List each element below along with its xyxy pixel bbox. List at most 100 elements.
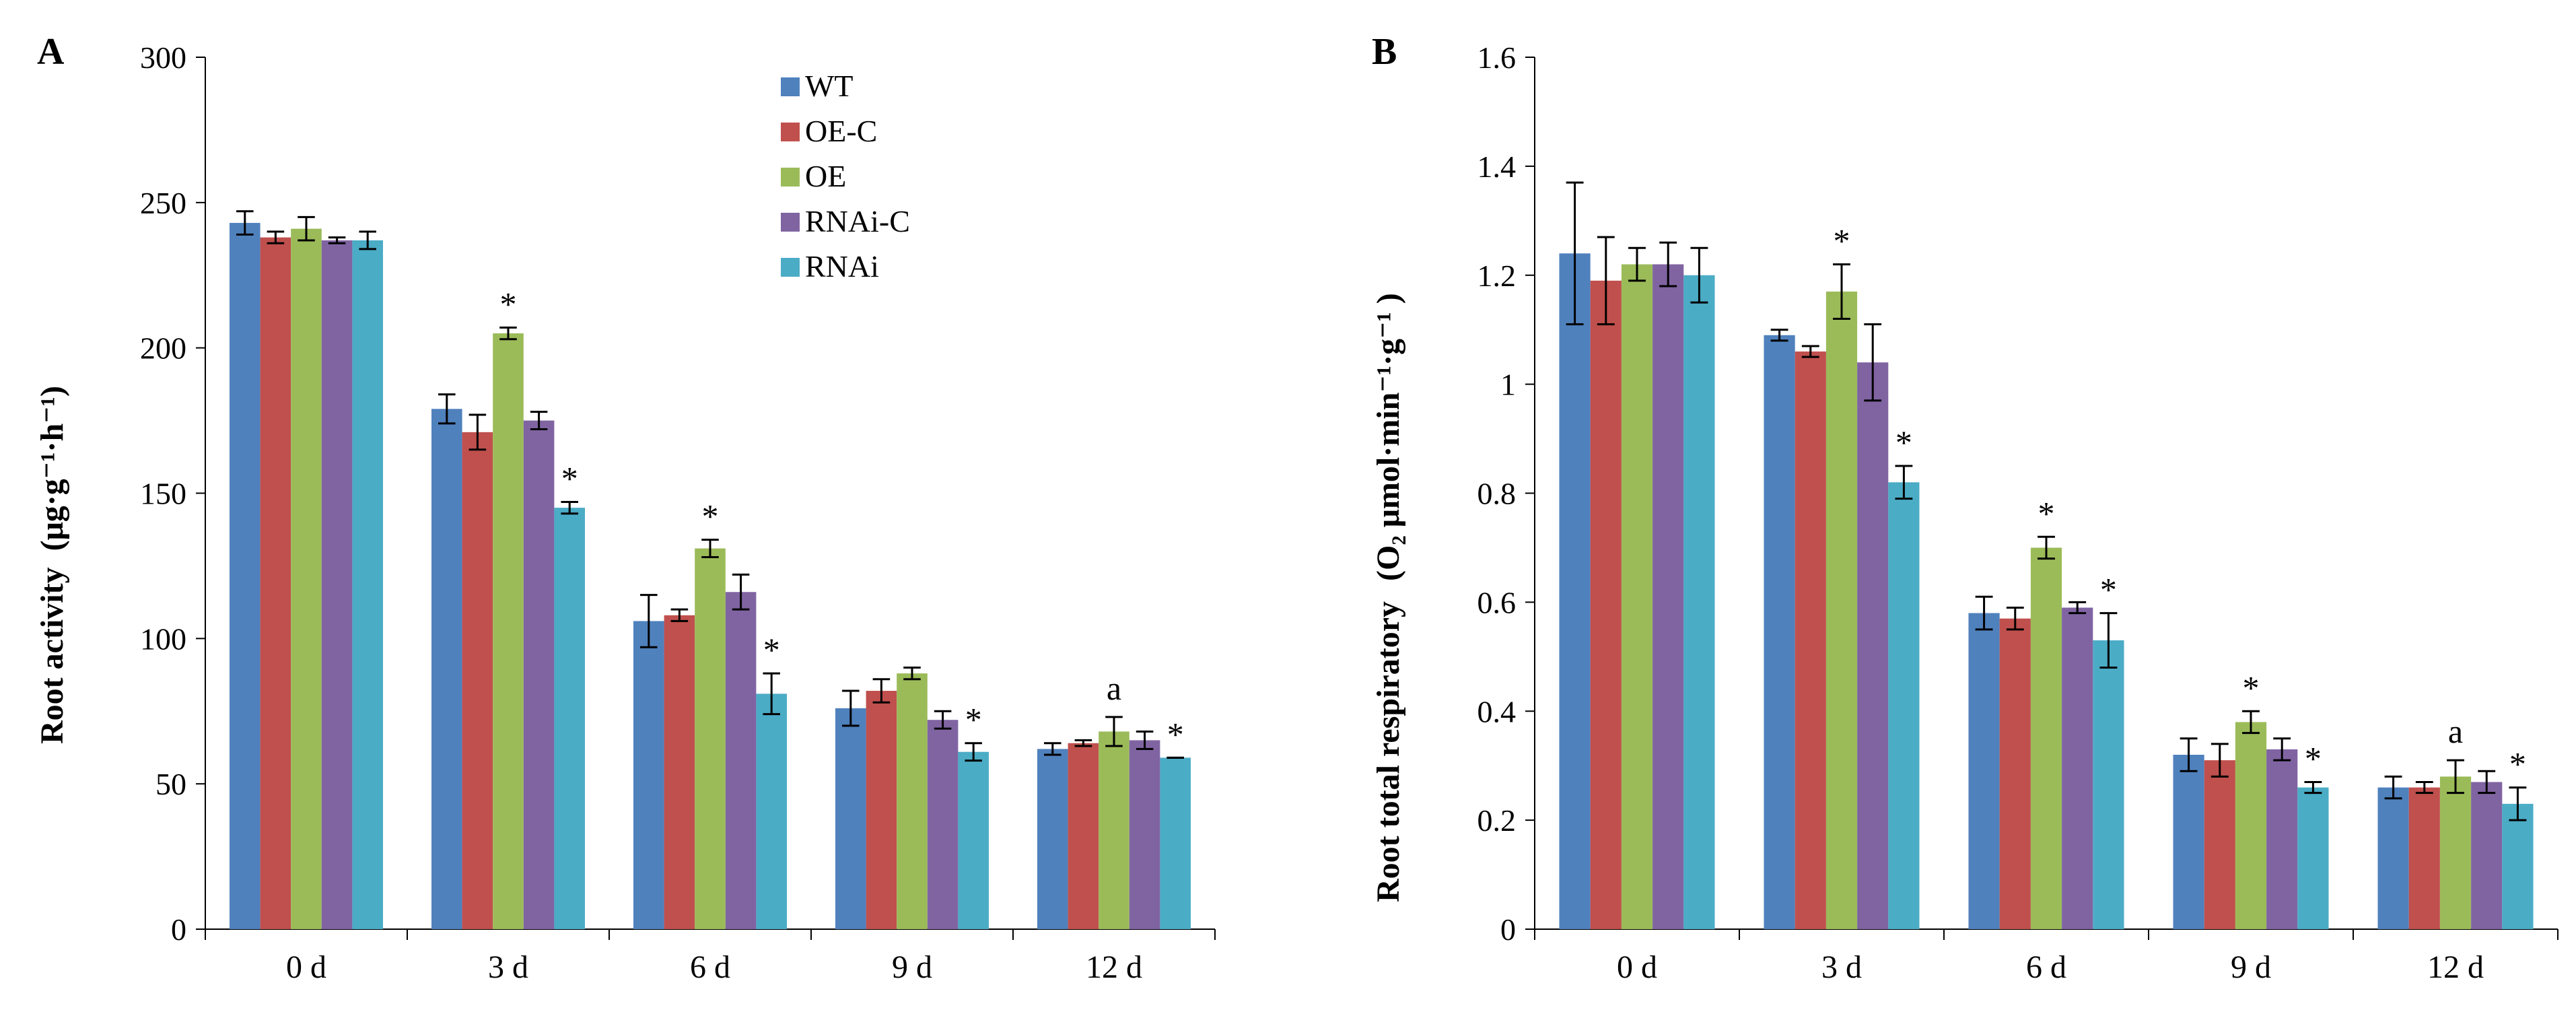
- legend-swatch-rnai-c: [781, 213, 800, 232]
- bar-rnai-c-9d: [2266, 749, 2298, 929]
- bar-oe-6d: [2030, 547, 2062, 929]
- panel-a-annotations: * * * * * a *: [500, 285, 1184, 753]
- panel-b-category-labels: 0 d 3 d 6 d 9 d 12 d: [1617, 949, 2484, 985]
- bar-rnai-12d: [2502, 803, 2534, 929]
- bar-oe-c-0d: [1590, 280, 1622, 929]
- bar-rnai-c-3d: [523, 420, 555, 929]
- panel-b-ylabel-main: Root total respiratory: [1370, 601, 1406, 902]
- bar-oe-c-6d: [1999, 618, 2031, 929]
- bar-rnai-3d: [1888, 482, 1920, 929]
- bar-oe-6d: [695, 548, 726, 929]
- x-category-label: 3 d: [1821, 949, 1862, 985]
- panel-a-bars: [230, 223, 1191, 930]
- bar-rnai-0d: [1683, 275, 1715, 929]
- y-tick-label: 0: [1500, 912, 1516, 947]
- y-tick-label: 100: [140, 621, 186, 656]
- bar-rnai-0d: [352, 240, 383, 929]
- bar-wt-0d: [230, 223, 260, 929]
- bar-rnai-c-12d: [1129, 740, 1160, 929]
- panel-b-label: B: [1372, 31, 1397, 73]
- bar-rnai-c-12d: [2471, 782, 2503, 929]
- bar-rnai-c-3d: [1857, 362, 1889, 929]
- bar-oe-0d: [291, 228, 322, 929]
- legend-label-rnai-c: RNAi-C: [805, 204, 910, 238]
- significance-marker: a: [2448, 712, 2463, 750]
- y-tick-label: 150: [140, 477, 186, 511]
- bar-oe-9d: [897, 673, 928, 929]
- bar-rnai-9d: [2297, 787, 2329, 929]
- x-category-label: 12 d: [2427, 949, 2484, 985]
- panel-a-category-labels: 0 d 3 d 6 d 9 d 12 d: [286, 949, 1142, 985]
- legend: WT OE-C OE RNAi-C RNAi: [781, 69, 910, 283]
- panel-b-bars: [1559, 253, 2534, 929]
- bar-rnai-c-9d: [927, 720, 959, 929]
- bar-wt-0d: [1559, 253, 1591, 929]
- x-category-label: 9 d: [892, 949, 932, 985]
- bar-oe-c-9d: [866, 691, 897, 929]
- panel-b-error-bars: [1566, 181, 2527, 821]
- bar-oe-c-0d: [260, 237, 291, 930]
- bar-oe-12d: [2439, 776, 2472, 929]
- y-tick-label: 0.4: [1477, 694, 1517, 729]
- bar-oe-12d: [1099, 731, 1129, 929]
- x-category-label: 6 d: [2026, 949, 2066, 985]
- x-category-label: 9 d: [2231, 949, 2271, 985]
- bar-wt-9d: [835, 708, 866, 929]
- y-tick-label: 200: [140, 331, 186, 366]
- panel-b-ticks: 0 0.2 0.4 0.6 0.8 1 1.2 1.4 1.6: [1477, 40, 2558, 947]
- significance-marker: *: [1895, 424, 1912, 461]
- legend-label-oe-c: OE-C: [805, 114, 877, 148]
- panel-a-label: A: [37, 31, 65, 73]
- panel-a-chart: A 0 50 100 150 200 250 300 * * * * * a * 0 d 3 d 6 d 9 …: [34, 31, 1216, 985]
- x-category-label: 3 d: [488, 949, 528, 985]
- significance-marker: *: [702, 498, 719, 535]
- significance-marker: *: [2038, 494, 2055, 532]
- bar-oe-3d: [1825, 292, 1858, 929]
- x-category-label: 0 d: [1617, 949, 1657, 985]
- bar-rnai-9d: [958, 751, 989, 929]
- panel-b-ylabel: Root total respiratory (O₂ μmol·min⁻¹·g⁻…: [1370, 293, 1406, 902]
- bar-oe-c-3d: [1795, 351, 1826, 929]
- panel-a-ylabel-unit: (μg·g⁻¹·h⁻¹): [34, 386, 70, 551]
- legend-swatch-rnai: [781, 258, 800, 277]
- bar-oe-9d: [2235, 722, 2267, 929]
- bar-wt-12d: [1037, 749, 1068, 929]
- y-tick-label: 1: [1500, 368, 1516, 402]
- y-tick-label: 1.4: [1477, 149, 1517, 184]
- legend-label-rnai: RNAi: [805, 249, 879, 283]
- legend-label-wt: WT: [805, 69, 854, 103]
- bar-rnai-c-0d: [1652, 264, 1684, 929]
- panel-a-ylabel-main: Root activity: [34, 567, 70, 744]
- bar-wt-9d: [2173, 755, 2204, 929]
- panel-a-ylabel: Root activity (μg·g⁻¹·h⁻¹): [34, 386, 70, 744]
- y-tick-label: 50: [155, 767, 186, 801]
- x-category-label: 6 d: [690, 949, 730, 985]
- y-tick-label: 0.8: [1477, 477, 1517, 511]
- significance-marker: a: [1107, 669, 1121, 707]
- y-tick-label: 0.2: [1477, 803, 1517, 838]
- bar-oe-c-12d: [2408, 787, 2440, 929]
- significance-marker: *: [1834, 222, 1850, 260]
- bar-rnai-6d: [2093, 640, 2124, 929]
- panel-a-error-bars: [236, 210, 1184, 762]
- bar-rnai-c-6d: [2062, 607, 2093, 929]
- bar-oe-c-6d: [664, 615, 695, 929]
- bar-rnai-6d: [756, 694, 787, 929]
- bar-oe-3d: [493, 333, 524, 929]
- significance-marker: *: [2243, 669, 2260, 706]
- bar-oe-c-12d: [1068, 743, 1099, 929]
- x-category-label: 0 d: [286, 949, 326, 985]
- legend-swatch-oe: [781, 168, 800, 187]
- bar-rnai-12d: [1160, 757, 1191, 929]
- significance-marker: *: [2100, 571, 2117, 609]
- panel-b-annotations: * * * * * * a *: [1834, 222, 2526, 783]
- y-tick-label: 1.2: [1477, 259, 1517, 293]
- bar-wt-12d: [2377, 787, 2409, 929]
- panel-b-chart: B 0 0.2 0.4 0.6 0.8 1 1.2 1.4 1.6 * * * * * * a * 0 d 3 …: [1370, 31, 2558, 985]
- legend-label-oe: OE: [805, 159, 846, 193]
- significance-marker: *: [1167, 715, 1184, 753]
- bar-rnai-c-6d: [725, 592, 757, 929]
- significance-marker: *: [500, 285, 517, 323]
- significance-marker: *: [561, 459, 578, 497]
- legend-swatch-wt: [781, 77, 800, 96]
